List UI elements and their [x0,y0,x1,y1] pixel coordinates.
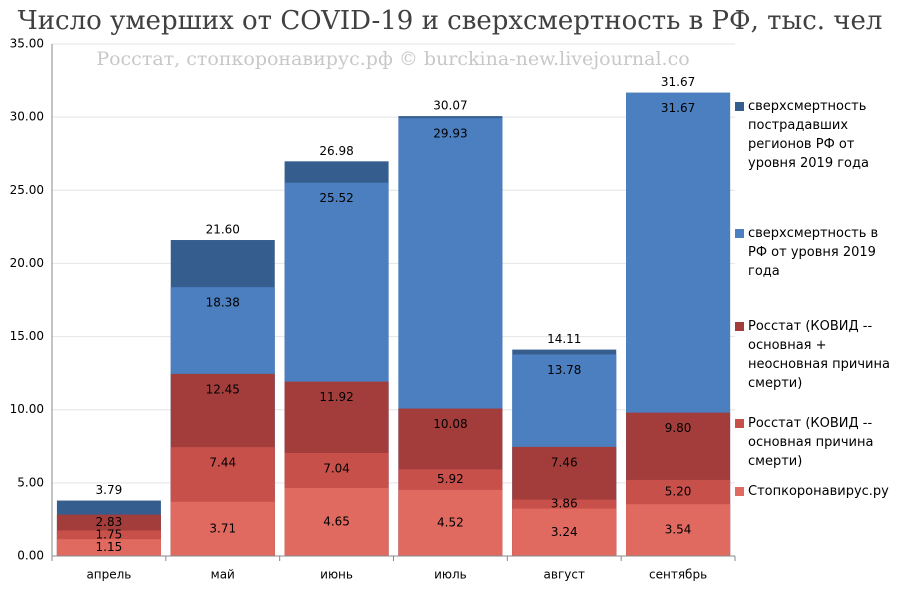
x-tick-label: май [211,568,235,582]
data-label: 4.52 [437,515,464,529]
data-label: 3.54 [665,523,692,537]
legend-item: сверхсмертность в РФ от уровня 2019 года [735,224,895,281]
data-label: 29.93 [433,127,467,141]
data-label: 9.80 [665,421,692,435]
data-label: 26.98 [319,144,353,158]
data-label: 18.38 [206,296,240,310]
legend-label: сверхсмертность в РФ от уровня 2019 года [748,226,879,279]
legend-item: сверхсмертность пострадавших регионов РФ… [735,97,895,173]
legend-label: сверхсмертность пострадавших регионов РФ… [748,99,869,171]
data-label: 31.67 [661,101,695,115]
legend-swatch [735,229,744,238]
legend-swatch [735,322,744,331]
bar [56,539,161,556]
data-label: 5.20 [665,485,692,499]
data-label: 7.04 [323,462,350,476]
legend-swatch [735,419,744,428]
data-label: 5.92 [437,472,464,486]
x-tick-label: июль [434,568,467,582]
x-tick-label: июнь [320,568,353,582]
legend-label: Росстат (КОВИД -- основная + неосновная … [748,319,890,391]
y-tick-label: 10.00 [10,402,44,416]
y-tick-label: 0.00 [17,549,44,563]
data-label: 21.60 [206,223,240,237]
legend-swatch [735,102,744,111]
x-tick-label: август [544,568,585,582]
data-label: 3.79 [96,483,123,497]
data-label: 7.44 [209,456,236,470]
legend-item: Росстат (КОВИД -- основная причина смерт… [735,414,895,471]
bar [170,501,275,556]
legend-swatch [735,487,744,496]
bar [626,504,731,556]
bar [284,487,389,556]
y-tick-label: 5.00 [17,475,44,489]
data-label: 3.86 [551,497,578,511]
chart-title: Число умерших от COVID-19 и сверхсмертно… [18,6,883,36]
data-label: 7.46 [551,455,578,469]
x-tick-label: сентябрь [649,568,707,582]
data-label: 4.65 [323,514,350,528]
legend-label: Росстат (КОВИД -- основная причина смерт… [748,416,874,469]
bar [512,508,617,556]
data-label: 31.67 [661,75,695,89]
data-label: 25.52 [319,191,353,205]
x-tick-label: апрель [86,568,131,582]
data-label: 13.78 [547,363,581,377]
y-tick-label: 25.00 [10,183,44,197]
legend-label: Стопкоронавирус.ру [748,484,889,499]
data-label: 10.08 [433,417,467,431]
chart-subtitle: Росстат, стопкоронавирус.рф © burckina-n… [96,48,689,70]
y-tick-label: 20.00 [10,256,44,270]
data-label: 1.15 [96,540,123,554]
legend-item: Росстат (КОВИД -- основная + неосновная … [735,317,895,393]
data-label: 3.24 [551,525,578,539]
data-label: 11.92 [319,390,353,404]
data-label: 12.45 [206,382,240,396]
bar [398,489,503,556]
data-label: 1.75 [96,527,123,541]
data-label: 14.11 [547,332,581,346]
data-label: 30.07 [433,99,467,113]
y-tick-label: 35.00 [10,37,44,51]
data-label: 3.71 [209,521,236,535]
legend-item: Стопкоронавирус.ру [735,482,895,501]
y-tick-label: 15.00 [10,329,44,343]
data-label: 2.83 [96,515,123,529]
y-tick-label: 30.00 [10,110,44,124]
